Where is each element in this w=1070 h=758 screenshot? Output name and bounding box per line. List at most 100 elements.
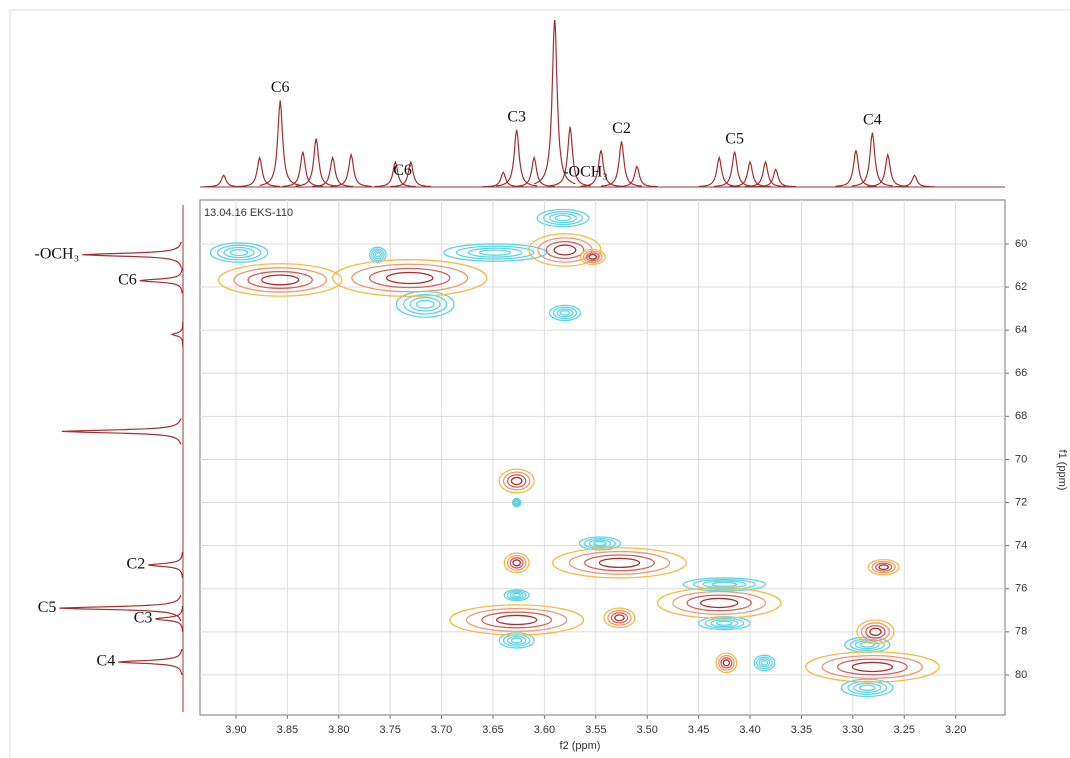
contour [209,242,269,263]
contour [506,554,527,571]
peak-annotation: -OCH₃ [563,164,608,181]
contour [720,657,733,669]
x-tick-label: 3.55 [585,724,606,736]
trace-peak [616,164,658,188]
contour [711,581,738,588]
contour [495,614,538,626]
contour [867,558,900,576]
contour [371,248,385,262]
contour [402,293,448,315]
trace-peak [82,241,182,268]
contour [579,248,606,266]
contour [692,578,756,590]
contour [718,654,735,671]
y-tick-label: 68 [1015,410,1027,422]
trace-peak [714,151,756,187]
contour [512,559,522,567]
contour [588,539,612,548]
contour [223,246,255,259]
contour [548,212,577,224]
peak-annotation: C5 [725,130,744,147]
contour [753,654,776,672]
contour [603,607,636,629]
contour [710,619,739,628]
peak-annotation: -OCH₃ [35,245,80,262]
x-tick-label: 3.50 [637,724,658,736]
contour [374,251,381,258]
contour [578,536,622,551]
contour [372,250,383,260]
contour [869,627,882,637]
contour [512,498,521,507]
trace-peak [239,155,281,187]
contour [368,246,387,263]
y-tick-label: 70 [1015,453,1027,465]
contour [758,658,771,668]
x-axis-label: f2 (ppm) [560,740,601,752]
contour [697,616,751,631]
contour [229,249,249,257]
trace-peak [170,321,184,348]
contour [860,622,890,642]
x-tick-label: 3.40 [739,724,760,736]
contour [542,210,583,226]
contour [585,252,600,262]
contour [700,597,739,609]
y-tick-label: 64 [1015,324,1027,336]
contour [715,620,733,626]
trace-peak [295,138,337,187]
y-tick-label: 72 [1015,496,1027,508]
contour [502,471,531,491]
contour [536,208,590,228]
contour [233,267,328,293]
y-tick-label: 62 [1015,281,1027,293]
trace-peak [600,141,643,187]
x-tick-label: 3.90 [225,724,246,736]
contour [551,547,687,579]
y-tick-label: 76 [1015,583,1027,595]
trace-peak [330,152,372,187]
contour [511,497,522,508]
contour [465,608,568,632]
y-tick-label: 66 [1015,367,1027,379]
contour [804,651,940,683]
peak-annotation: C4 [863,111,882,128]
contour [528,233,602,267]
peak-annotation: C6 [393,162,412,179]
contour [553,244,577,256]
contour [548,304,582,322]
trace-peak [139,267,183,294]
contour [510,476,523,486]
contour [385,271,434,285]
contour [247,270,313,289]
y-tick-label: 74 [1015,540,1027,552]
y-tick-label: 60 [1015,238,1027,250]
contour [552,306,578,320]
trace-peak [59,595,182,622]
contour [875,562,893,572]
contour [409,296,441,312]
contour [682,577,767,592]
trace-peak [851,132,894,187]
contour [686,594,752,612]
contour [513,499,520,506]
trace-peak [374,160,416,188]
contour [449,604,585,636]
contour [509,591,524,599]
x-tick-label: 3.20 [945,724,966,736]
contour [760,659,769,666]
contour [656,587,782,619]
contour [467,247,523,258]
contour [216,244,262,261]
peak-annotation: C3 [134,610,153,627]
trace-peak [61,418,182,445]
contour [217,263,343,297]
y-tick-label: 80 [1015,669,1027,681]
trace-peak [513,155,555,187]
contour [878,564,889,571]
contour [851,661,894,673]
contour [610,612,629,624]
peak-annotation: C5 [38,599,57,616]
x-tick-label: 3.70 [431,724,452,736]
